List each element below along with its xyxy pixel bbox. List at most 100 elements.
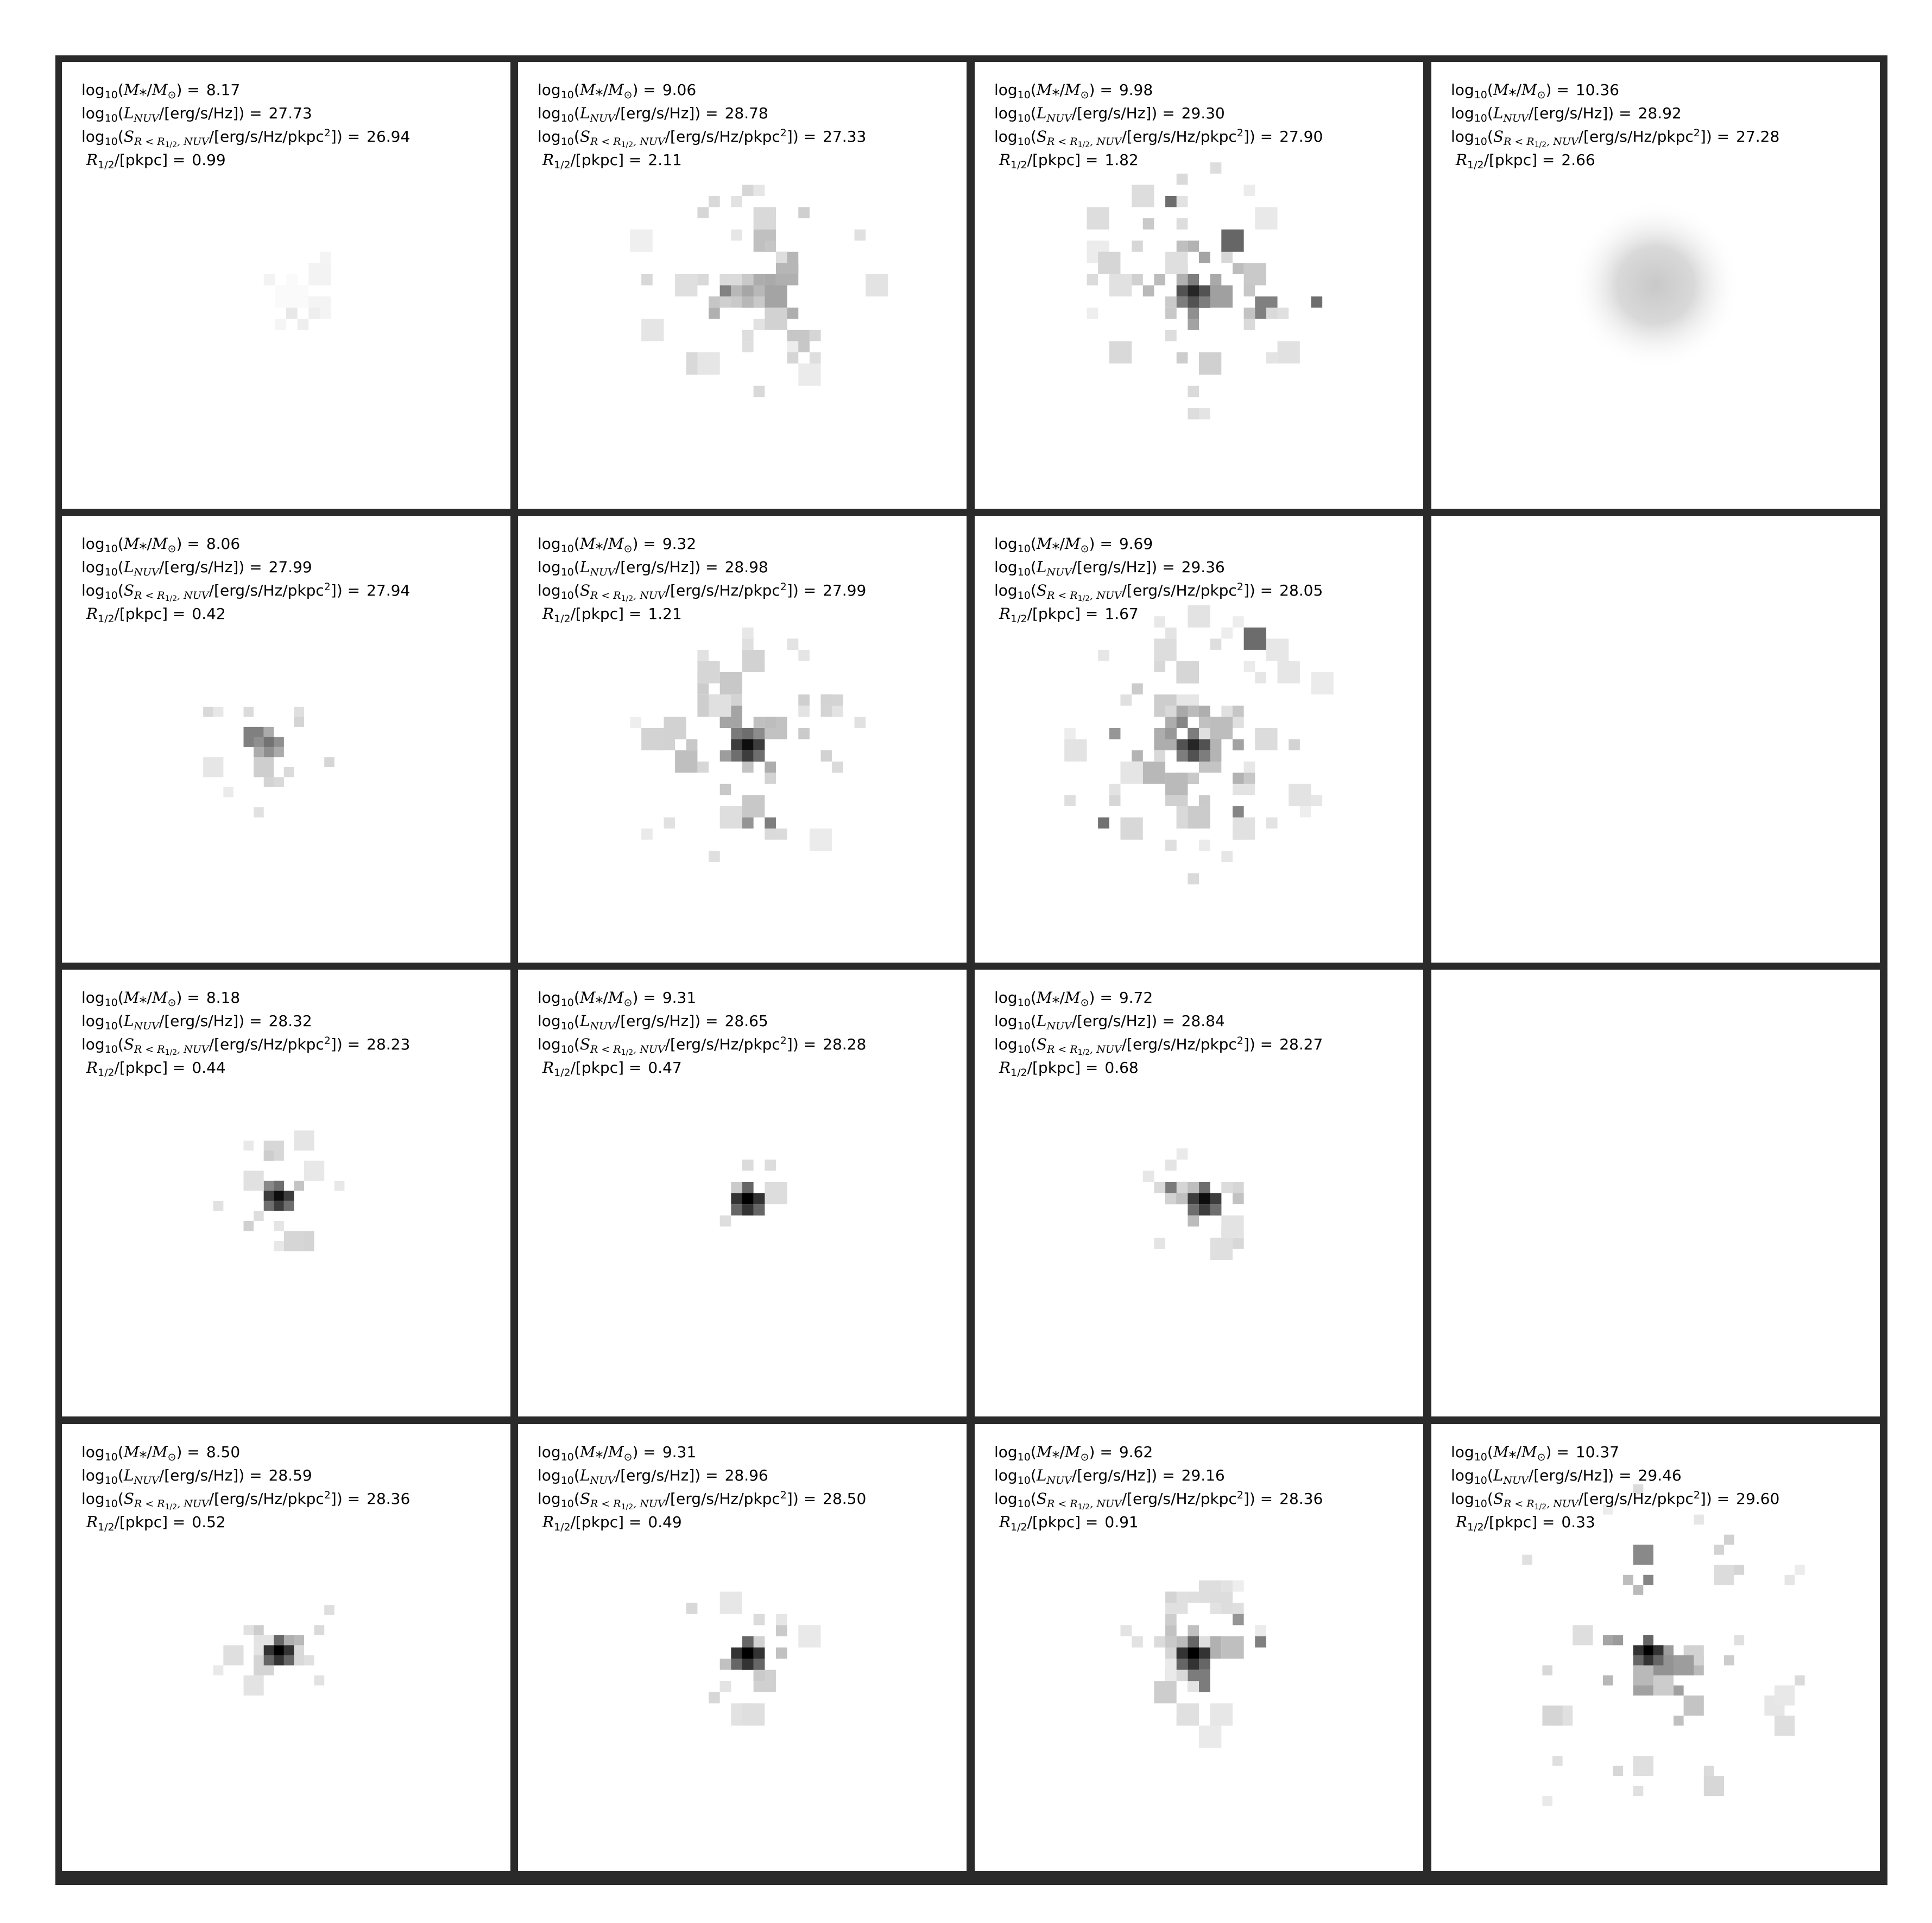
galaxy-core-pixel: [275, 285, 286, 297]
nuv-luminosity-value: 28.96: [724, 1466, 768, 1484]
galaxy-pixel: [1188, 605, 1210, 628]
stellar-mass-line: log10(M⁎/M⊙) = 8.06: [81, 535, 241, 555]
galaxy-nuv-image: [1522, 1484, 1805, 1806]
galaxy-pixel: [1176, 717, 1188, 728]
galaxy-pixel: [1199, 1725, 1210, 1737]
galaxy-core-pixel: [1653, 1655, 1664, 1666]
galaxy-pixel: [294, 1180, 305, 1191]
galaxy-pixel: [1165, 1193, 1177, 1205]
galaxy-core-pixel: [274, 737, 284, 747]
galaxy-pixel: [223, 787, 233, 798]
galaxy-pixel: [1165, 1159, 1177, 1171]
galaxy-pixel: [1087, 307, 1098, 319]
galaxy-pixel: [243, 1675, 264, 1696]
galaxy-pixel: [1674, 1716, 1684, 1726]
galaxy-pixel: [1132, 185, 1154, 207]
galaxy-pixel: [1154, 1681, 1177, 1704]
galaxy-pixel: [1120, 1625, 1132, 1636]
galaxy-pixel: [1734, 1565, 1745, 1575]
half-light-radius-line: R1/2/[pkpc] = 0.33: [1455, 1513, 1595, 1533]
galaxy-pixel: [1602, 1675, 1613, 1686]
galaxy-pixel: [798, 207, 810, 219]
galaxy-pixel: [1774, 1716, 1795, 1736]
galaxy-pixel: [1266, 352, 1278, 364]
galaxy-panel: log10(M⁎/M⊙) = 9.62 log10(LNUV/[erg/s/Hz]…: [975, 1424, 1423, 1871]
stellar-mass-value: 8.06: [206, 535, 241, 553]
galaxy-pixel: [775, 251, 787, 263]
galaxy-pixel: [1165, 1614, 1177, 1625]
nuv-luminosity-line: log10(LNUV/[erg/s/Hz]) = 29.16: [994, 1466, 1225, 1486]
galaxy-pixel: [213, 1200, 224, 1211]
galaxy-core-pixel: [263, 737, 274, 747]
galaxy-pixel: [1188, 1591, 1199, 1603]
galaxy-pixel: [1243, 185, 1255, 196]
galaxy-pixel: [1289, 739, 1300, 751]
galaxy-pixel: [294, 1130, 314, 1151]
galaxy-pixel: [1674, 1655, 1694, 1675]
galaxy-nuv-image: [630, 627, 866, 862]
galaxy-pixel: [742, 627, 754, 639]
galaxy-nuv-image: [630, 185, 888, 397]
galaxy-core-pixel: [1199, 296, 1210, 308]
galaxy-pixel: [742, 638, 754, 650]
galaxy-core-pixel: [1199, 1193, 1210, 1205]
galaxy-pixel: [1199, 705, 1210, 717]
galaxy-panel: log10(M⁎/M⊙) = 8.50 log10(LNUV/[erg/s/Hz]…: [62, 1424, 510, 1871]
galaxy-core-pixel: [742, 1181, 754, 1193]
stellar-mass-value: 9.06: [662, 81, 697, 99]
galaxy-core-pixel: [1643, 1645, 1653, 1655]
galaxy-nuv-image: [1064, 605, 1334, 884]
galaxy-pixel: [753, 319, 765, 330]
galaxy-pixel: [1154, 638, 1177, 661]
galaxy-core-pixel: [742, 739, 754, 751]
galaxy-pixel: [1714, 1545, 1724, 1555]
surface-brightness-value: 27.99: [823, 581, 867, 599]
galaxy-pixel: [1522, 1554, 1532, 1565]
galaxy-pixel: [1098, 817, 1109, 829]
galaxy-pixel: [798, 705, 810, 717]
nuv-luminosity-value: 28.98: [724, 558, 768, 576]
galaxy-pixel: [697, 661, 720, 684]
surface-brightness-line: log10(SR < R1/2, NUV/[erg/s/Hz/pkpc2]) =…: [81, 1489, 411, 1511]
galaxy-pixel: [1176, 241, 1188, 252]
galaxy-core-pixel: [254, 747, 264, 757]
half-light-radius-value: 0.99: [192, 151, 226, 169]
galaxy-pixel: [304, 1655, 314, 1666]
galaxy-pixel: [809, 828, 832, 851]
galaxy-pixel: [742, 1703, 765, 1726]
galaxy-pixel: [742, 795, 765, 818]
galaxy-pixels: [263, 251, 331, 330]
galaxy-pixel: [1643, 1574, 1653, 1585]
galaxy-core-pixel: [263, 1645, 274, 1655]
half-light-radius-line: R1/2/[pkpc] = 0.42: [86, 605, 226, 625]
galaxy-pixel: [1199, 352, 1222, 375]
galaxy-pixel: [731, 229, 742, 241]
galaxy-pixel: [1120, 817, 1143, 840]
half-light-radius-value: 0.68: [1104, 1059, 1139, 1077]
galaxy-pixel: [731, 195, 742, 207]
galaxy-core-pixel: [263, 1655, 274, 1666]
galaxy-pixel: [1199, 795, 1210, 806]
galaxy-pixels: [1522, 1484, 1805, 1806]
galaxy-core-pixel: [254, 737, 264, 747]
galaxy-pixel: [742, 761, 754, 773]
galaxy-pixel: [1221, 229, 1244, 252]
half-light-radius-value: 0.49: [648, 1513, 682, 1531]
galaxy-pixel: [1243, 627, 1266, 650]
galaxy-pixel: [1142, 285, 1154, 297]
galaxy-pixel: [765, 241, 776, 252]
galaxy-pixel: [1199, 728, 1210, 739]
galaxy-pixel: [697, 352, 720, 375]
galaxy-pixels: [213, 1605, 334, 1696]
galaxy-core-pixel: [1643, 1655, 1653, 1666]
galaxy-pixel: [203, 757, 224, 777]
galaxy-core-pixel: [753, 750, 765, 762]
galaxy-pixel: [1210, 285, 1233, 308]
galaxy-core-pixel: [286, 274, 298, 286]
galaxy-pixel: [765, 1181, 787, 1205]
nuv-luminosity-value: 28.92: [1638, 104, 1682, 122]
galaxy-pixel: [1232, 1181, 1244, 1193]
galaxy-pixel: [753, 728, 765, 739]
galaxy-core-pixel: [1188, 739, 1199, 751]
half-light-radius-value: 1.67: [1104, 605, 1139, 623]
